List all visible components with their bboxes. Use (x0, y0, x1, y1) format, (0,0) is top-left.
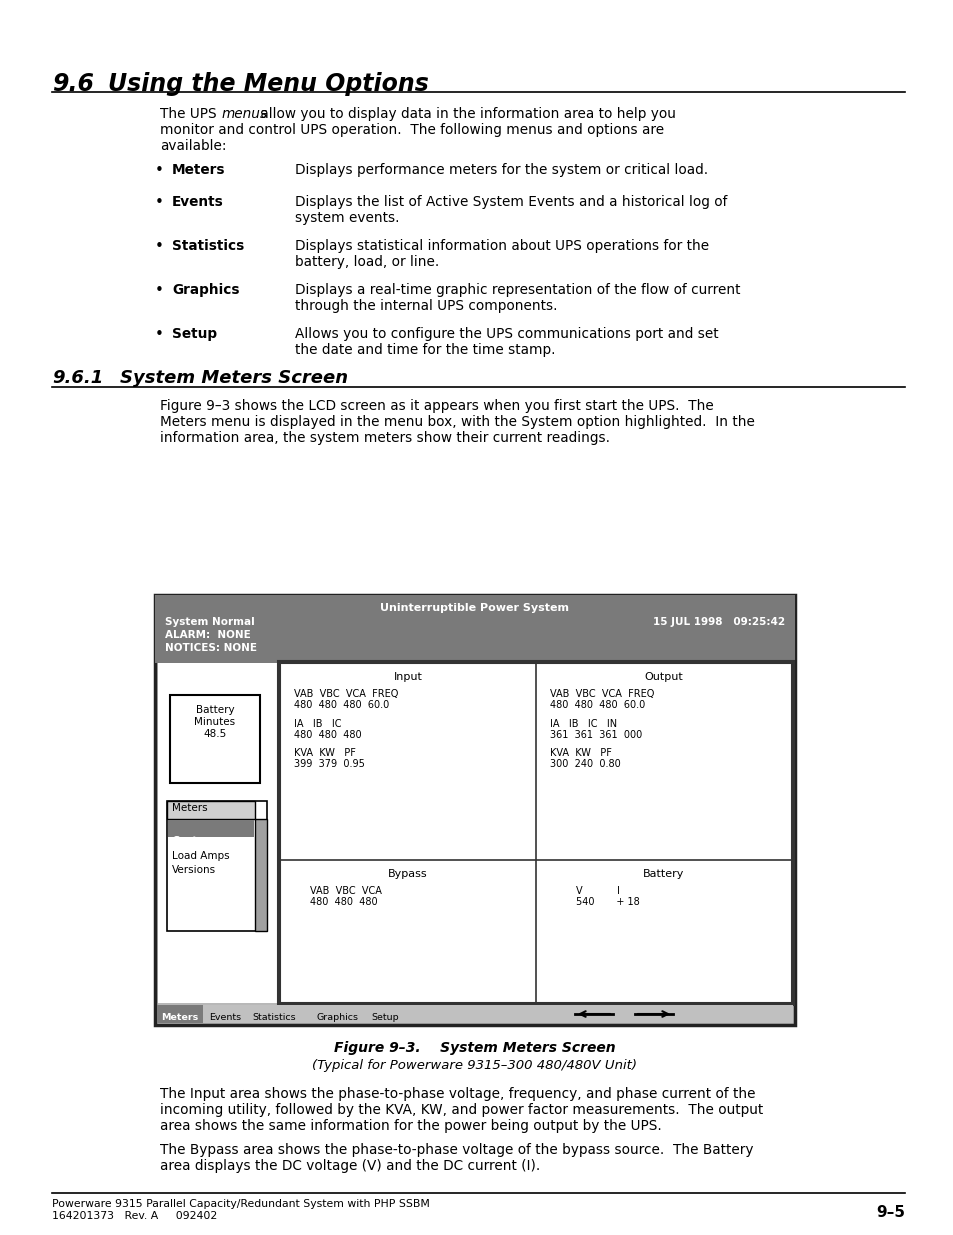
Text: Events: Events (209, 1013, 241, 1023)
Text: IA   IB   IC: IA IB IC (294, 719, 341, 729)
Text: incoming utility, followed by the KVA, KW, and power factor measurements.  The o: incoming utility, followed by the KVA, K… (160, 1103, 762, 1116)
Text: Setup: Setup (371, 1013, 398, 1023)
Bar (254, 819, 267, 931)
Text: Displays statistical information about UPS operations for the: Displays statistical information about U… (294, 240, 708, 253)
Text: area displays the DC voltage (V) and the DC current (I).: area displays the DC voltage (V) and the… (160, 1158, 539, 1173)
Bar (170, 695, 260, 783)
Text: Meters menu is displayed in the menu box, with the System option highlighted.  I: Meters menu is displayed in the menu box… (160, 415, 754, 429)
Text: 361  361  361  000: 361 361 361 000 (550, 730, 641, 740)
Text: Figure 9–3 shows the LCD screen as it appears when you first start the UPS.  The: Figure 9–3 shows the LCD screen as it ap… (160, 399, 713, 412)
Text: Load Amps: Load Amps (172, 851, 230, 861)
Text: System Meters Screen: System Meters Screen (120, 369, 348, 387)
Text: Events: Events (172, 195, 224, 209)
Text: 300  240  0.80: 300 240 0.80 (550, 760, 620, 769)
Text: NOTICES: NONE: NOTICES: NONE (165, 643, 256, 653)
Text: Battery: Battery (642, 869, 684, 879)
Text: Setup: Setup (172, 327, 217, 341)
Text: IA   IB   IC   IN: IA IB IC IN (550, 719, 617, 729)
Text: 9.6: 9.6 (52, 72, 94, 96)
Text: Using the Menu Options: Using the Menu Options (108, 72, 429, 96)
Text: Allows you to configure the UPS communications port and set: Allows you to configure the UPS communic… (294, 327, 718, 341)
Text: •: • (154, 195, 164, 210)
Text: ALARM:  NONE: ALARM: NONE (165, 630, 251, 640)
Text: Battery: Battery (195, 705, 234, 715)
Text: Graphics: Graphics (172, 283, 239, 296)
Text: menus: menus (222, 107, 268, 121)
Text: VAB  VBC  VCA: VAB VBC VCA (310, 887, 381, 897)
Text: 15 JUL 1998   09:25:42: 15 JUL 1998 09:25:42 (652, 618, 784, 627)
Text: Meters: Meters (172, 803, 208, 813)
Text: 399  379  0.95: 399 379 0.95 (294, 760, 364, 769)
Text: 480  480  480: 480 480 480 (294, 730, 361, 740)
Text: Displays performance meters for the system or critical load.: Displays performance meters for the syst… (294, 163, 707, 177)
Text: Displays the list of Active System Events and a historical log of: Displays the list of Active System Event… (294, 195, 726, 209)
Bar (154, 595, 794, 1025)
Text: 9–5: 9–5 (875, 1205, 904, 1220)
Text: The Bypass area shows the phase-to-phase voltage of the bypass source.  The Batt: The Bypass area shows the phase-to-phase… (160, 1144, 753, 1157)
Text: (Typical for Powerware 9315–300 480/480V Unit): (Typical for Powerware 9315–300 480/480V… (313, 1058, 637, 1072)
Text: •: • (154, 163, 164, 178)
Text: Displays a real-time graphic representation of the flow of current: Displays a real-time graphic representat… (294, 283, 740, 296)
Text: VAB  VBC  VCA  FREQ: VAB VBC VCA FREQ (294, 689, 398, 699)
Text: Input: Input (394, 672, 422, 682)
Text: 480  480  480  60.0: 480 480 480 60.0 (550, 700, 644, 710)
Text: through the internal UPS components.: through the internal UPS components. (294, 299, 557, 312)
Text: System: System (172, 836, 215, 846)
Text: The UPS: The UPS (160, 107, 221, 121)
Text: Statistics: Statistics (172, 240, 244, 253)
Text: Figure 9–3.    System Meters Screen: Figure 9–3. System Meters Screen (334, 1041, 616, 1055)
Bar (277, 661, 793, 1005)
Text: Statistics: Statistics (252, 1013, 295, 1023)
Text: information area, the system meters show their current readings.: information area, the system meters show… (160, 431, 609, 445)
Text: monitor and control UPS operation.  The following menus and options are: monitor and control UPS operation. The f… (160, 124, 663, 137)
Text: System Normal: System Normal (165, 618, 254, 627)
Text: Powerware 9315 Parallel Capacity/Redundant System with PHP SSBM: Powerware 9315 Parallel Capacity/Redunda… (52, 1199, 430, 1209)
Bar (157, 1005, 792, 1023)
Bar (157, 1005, 203, 1023)
Text: Bypass: Bypass (388, 869, 427, 879)
Bar (154, 595, 794, 663)
Text: Minutes: Minutes (194, 718, 235, 727)
Text: Uninterruptible Power System: Uninterruptible Power System (380, 603, 569, 613)
Bar (167, 802, 267, 931)
Text: area shows the same information for the power being output by the UPS.: area shows the same information for the … (160, 1119, 661, 1132)
Text: 48.5: 48.5 (203, 729, 227, 739)
Text: 164201373   Rev. A     092402: 164201373 Rev. A 092402 (52, 1212, 217, 1221)
Text: the date and time for the time stamp.: the date and time for the time stamp. (294, 343, 555, 357)
Text: KVA  KW   PF: KVA KW PF (550, 748, 611, 758)
Text: The Input area shows the phase-to-phase voltage, frequency, and phase current of: The Input area shows the phase-to-phase … (160, 1087, 755, 1100)
Text: battery, load, or line.: battery, load, or line. (294, 254, 438, 269)
Text: Graphics: Graphics (316, 1013, 358, 1023)
Text: available:: available: (160, 140, 226, 153)
Text: •: • (154, 240, 164, 254)
Text: system events.: system events. (294, 211, 399, 225)
Text: •: • (154, 327, 164, 342)
Text: Meters: Meters (161, 1013, 198, 1023)
Bar (158, 663, 791, 1003)
Bar (168, 820, 253, 837)
Text: KVA  KW   PF: KVA KW PF (294, 748, 355, 758)
Text: Output: Output (644, 672, 682, 682)
Text: 480  480  480: 480 480 480 (310, 897, 377, 908)
Text: •: • (154, 283, 164, 298)
Bar (280, 663, 791, 1003)
Text: VAB  VBC  VCA  FREQ: VAB VBC VCA FREQ (550, 689, 654, 699)
Text: Versions: Versions (172, 864, 216, 876)
Bar (167, 802, 254, 819)
Text: allow you to display data in the information area to help you: allow you to display data in the informa… (255, 107, 675, 121)
Text: Meters: Meters (172, 163, 225, 177)
Text: 480  480  480  60.0: 480 480 480 60.0 (294, 700, 389, 710)
Text: 9.6.1: 9.6.1 (52, 369, 103, 387)
Text: V           I: V I (576, 887, 619, 897)
Text: 540       + 18: 540 + 18 (576, 897, 639, 908)
